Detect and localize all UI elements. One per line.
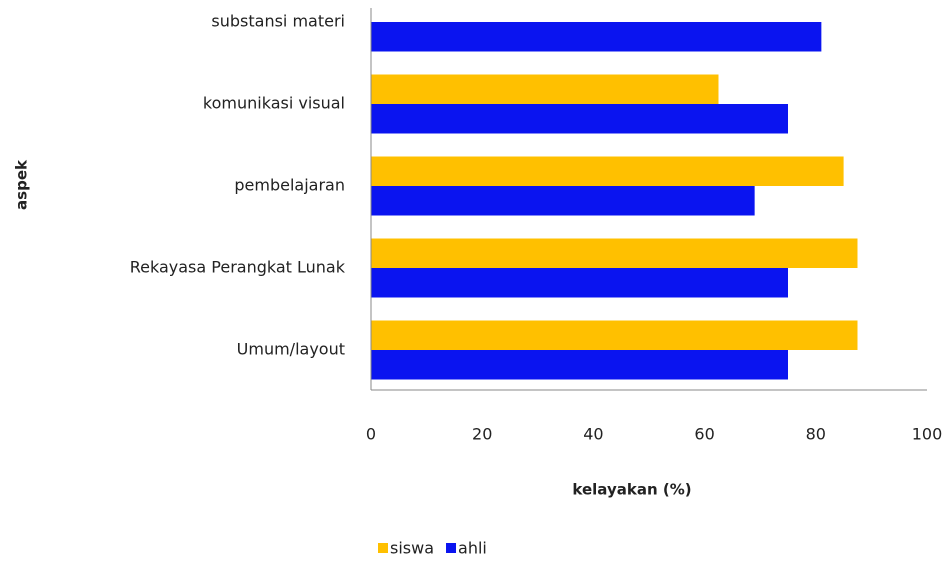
bar bbox=[371, 22, 822, 52]
bar bbox=[371, 156, 844, 186]
bar bbox=[371, 268, 788, 298]
legend-label: siswa bbox=[390, 539, 434, 558]
bar bbox=[371, 238, 858, 268]
bar bbox=[371, 350, 788, 380]
x-tick-label: 20 bbox=[472, 425, 492, 444]
y-tick-label: Umum/layout bbox=[237, 340, 345, 359]
x-tick-label: 0 bbox=[366, 425, 376, 444]
x-tick-label: 100 bbox=[912, 425, 943, 444]
bar bbox=[371, 320, 858, 350]
y-tick-label: komunikasi visual bbox=[203, 94, 345, 113]
bar bbox=[371, 74, 719, 104]
bar bbox=[371, 104, 788, 134]
legend-swatch bbox=[378, 543, 388, 553]
y-axis-title: aspek bbox=[13, 159, 31, 210]
x-tick-label: 80 bbox=[806, 425, 826, 444]
x-axis-title: kelayakan (%) bbox=[572, 481, 691, 499]
y-tick-label: pembelajaran bbox=[234, 176, 345, 195]
y-tick-label: substansi materi bbox=[211, 12, 345, 31]
bar bbox=[371, 186, 755, 216]
legend-label: ahli bbox=[458, 539, 487, 558]
legend-swatch bbox=[446, 543, 457, 553]
y-tick-label: Rekayasa Perangkat Lunak bbox=[130, 258, 346, 277]
x-tick-label: 60 bbox=[694, 425, 714, 444]
x-tick-label: 40 bbox=[583, 425, 603, 444]
